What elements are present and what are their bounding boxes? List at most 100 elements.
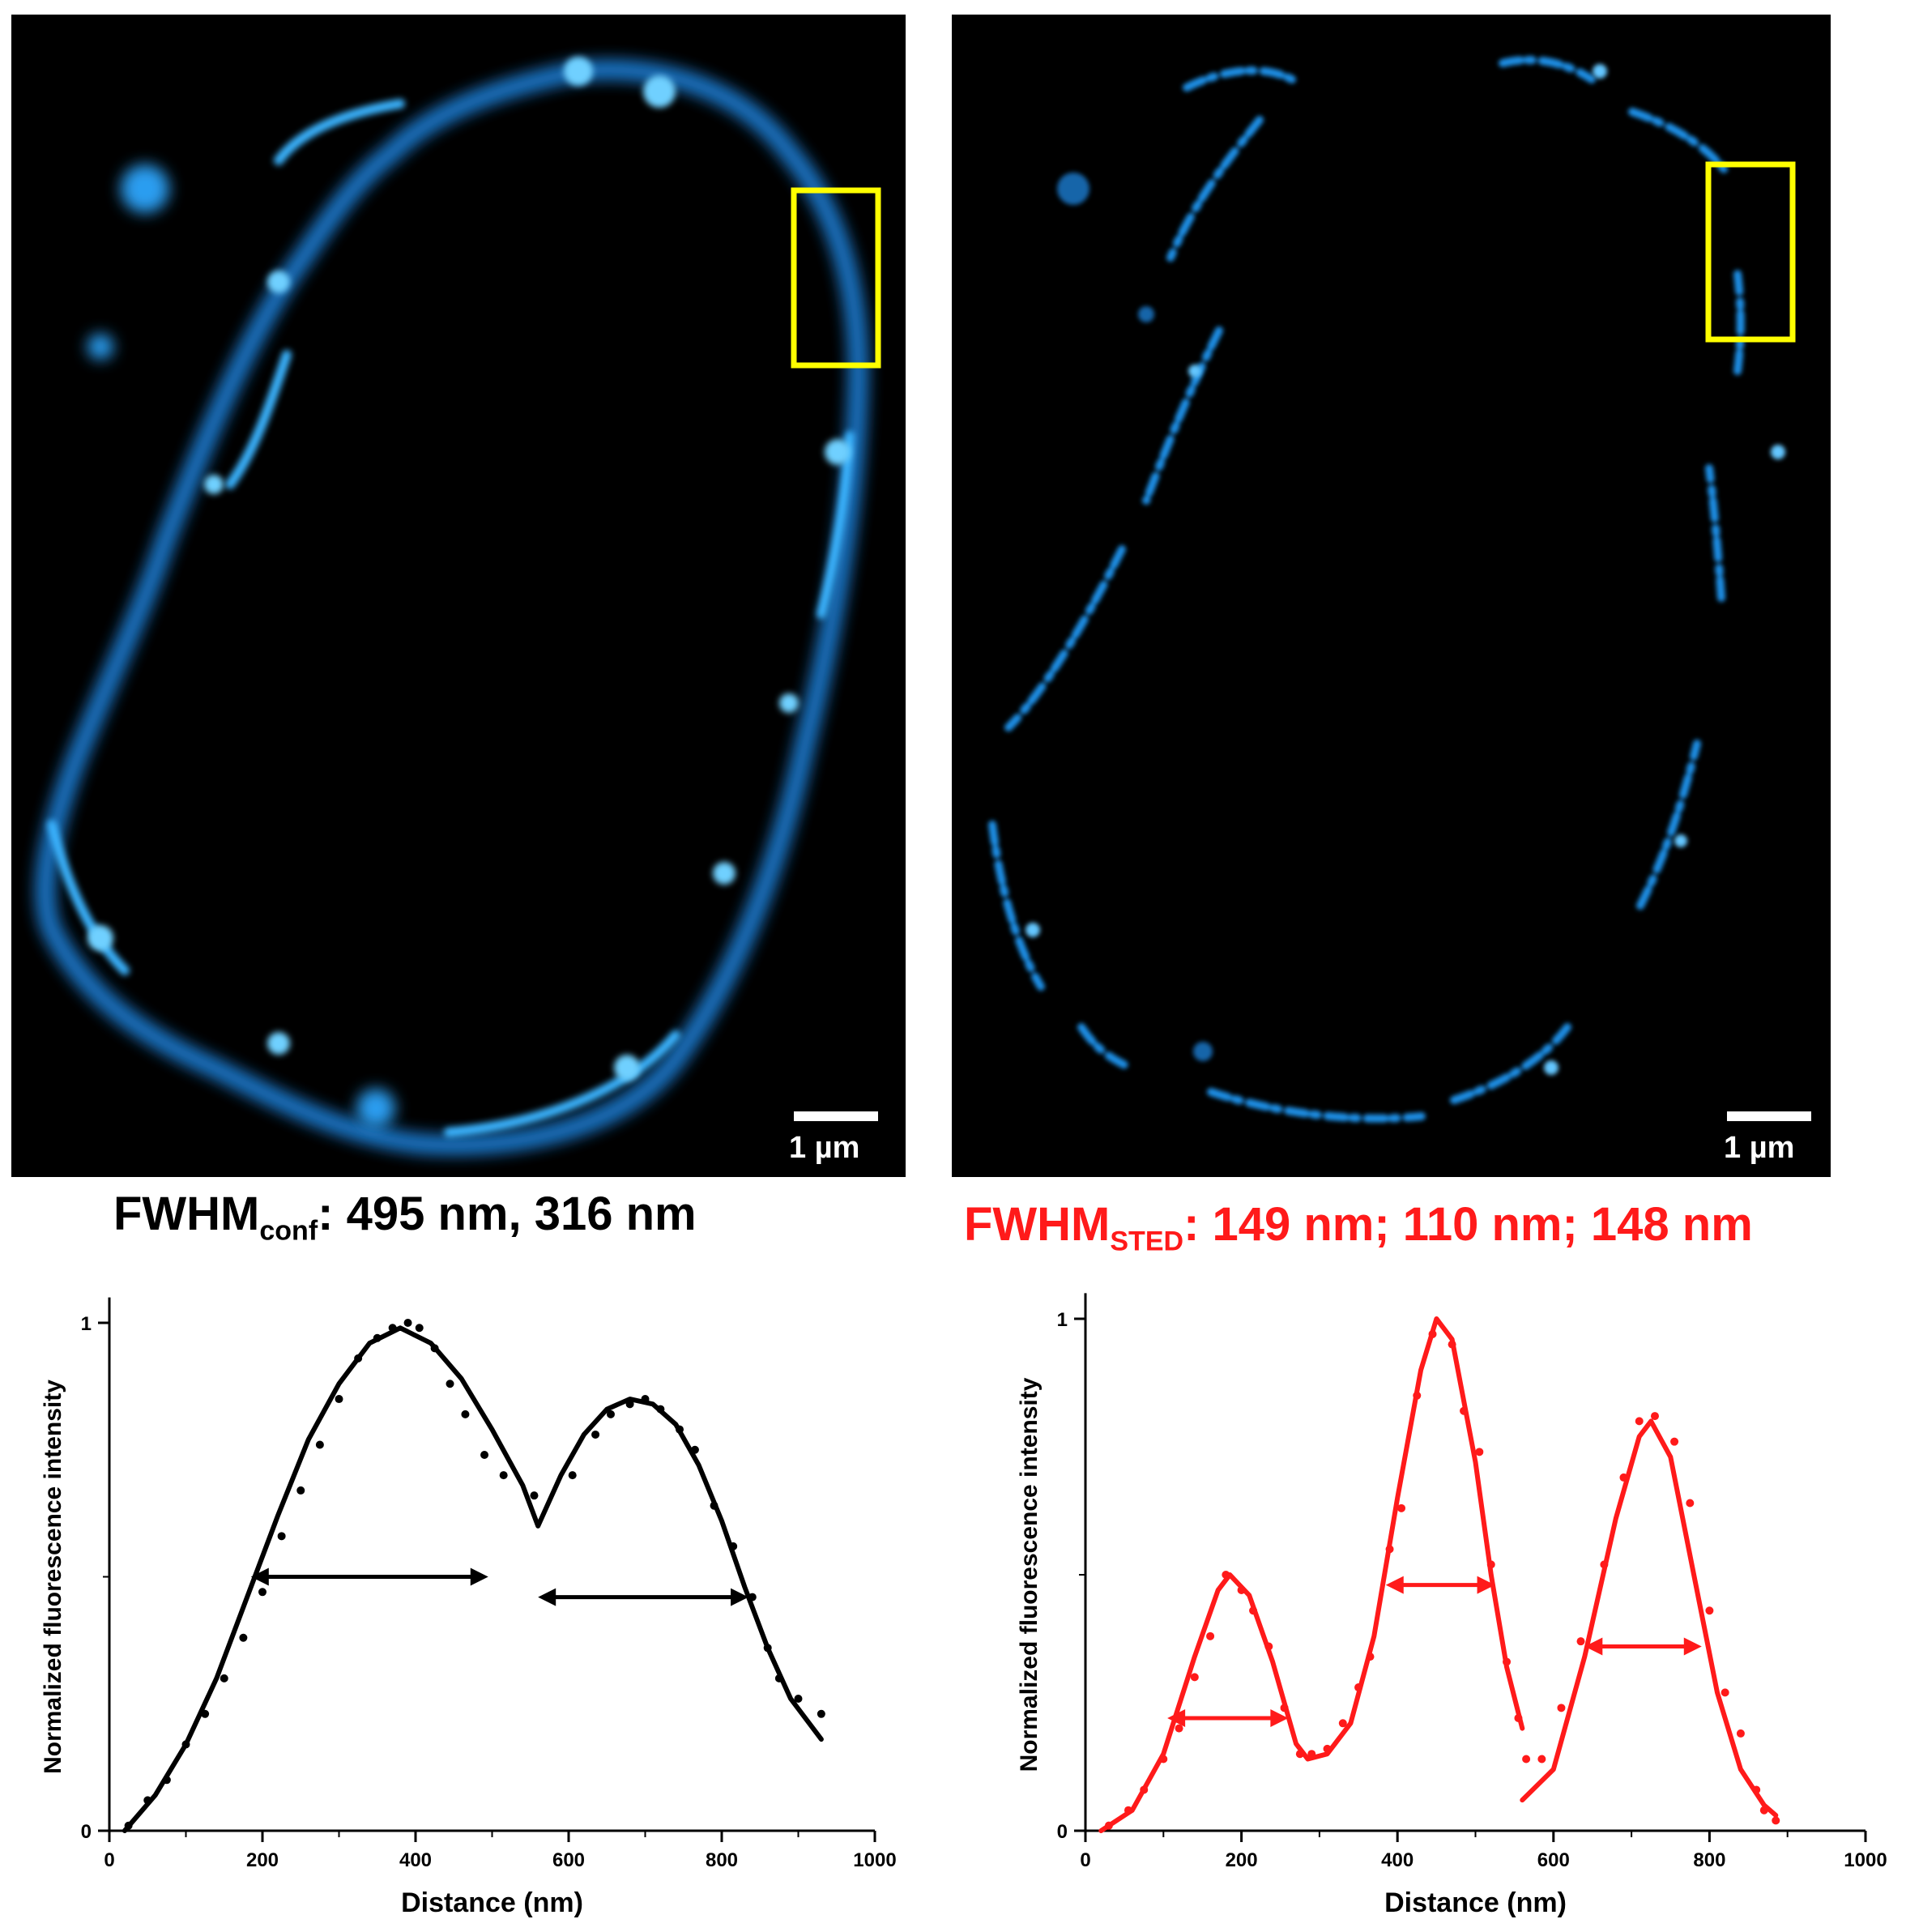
- y-tick-label: 1: [81, 1313, 92, 1335]
- data-point: [373, 1333, 382, 1342]
- fit-curve: [1520, 1418, 1779, 1818]
- scale-label: 1 µm: [1724, 1131, 1795, 1165]
- x-tick-label: 200: [1226, 1849, 1258, 1871]
- data-point: [1537, 1755, 1546, 1764]
- data-point: [1460, 1406, 1469, 1415]
- fwhm-arrow-head-left: [1167, 1708, 1186, 1727]
- data-point: [430, 1344, 439, 1353]
- data-point: [1159, 1755, 1168, 1764]
- confocal-image-art: [34, 57, 881, 1156]
- data-point: [1323, 1744, 1332, 1753]
- data-point: [1486, 1560, 1495, 1569]
- data-point: [1385, 1545, 1394, 1554]
- fwhm-arrow: [1385, 1576, 1495, 1594]
- fwhm-arrow-head-right: [731, 1588, 749, 1606]
- data-point: [296, 1486, 305, 1495]
- data-point: [656, 1405, 665, 1414]
- data-point: [335, 1395, 343, 1404]
- data-point: [1249, 1606, 1258, 1615]
- data-point: [480, 1451, 489, 1460]
- data-point: [1140, 1785, 1149, 1794]
- data-point: [1475, 1448, 1484, 1456]
- data-point: [181, 1740, 190, 1749]
- x-tick-label: 800: [706, 1849, 738, 1871]
- data-point: [1635, 1417, 1644, 1426]
- data-point: [1428, 1329, 1437, 1338]
- fwhm-arrow-head-right: [1683, 1637, 1702, 1656]
- fwhm-prefix: FWHM: [113, 1188, 260, 1240]
- x-axis-label: Distance (nm): [1384, 1887, 1567, 1918]
- x-tick-label: 1000: [1844, 1849, 1887, 1871]
- data-point: [277, 1532, 286, 1541]
- data-point: [748, 1593, 757, 1601]
- y-axis-label: Normalized fluorescence intensity: [1016, 1377, 1043, 1772]
- data-point: [625, 1400, 634, 1409]
- data-point: [1264, 1642, 1273, 1651]
- data-point: [763, 1644, 772, 1653]
- fwhm-arrow: [1584, 1637, 1702, 1656]
- data-point: [1772, 1816, 1780, 1825]
- x-tick-label: 200: [246, 1849, 279, 1871]
- data-point: [1557, 1704, 1566, 1712]
- data-point: [1237, 1585, 1246, 1594]
- data-point: [676, 1425, 684, 1434]
- data-point: [530, 1491, 539, 1500]
- data-point: [499, 1471, 508, 1480]
- fwhm-arrow-head-left: [538, 1588, 556, 1606]
- y-tick-label: 0: [1057, 1821, 1068, 1843]
- data-point: [1397, 1503, 1406, 1512]
- data-point: [794, 1694, 803, 1703]
- data-point: [1295, 1750, 1304, 1759]
- data-point: [1736, 1729, 1745, 1738]
- data-point: [774, 1674, 783, 1683]
- data-point: [1705, 1606, 1714, 1615]
- data-point: [315, 1440, 324, 1449]
- x-tick-label: 0: [1080, 1849, 1090, 1871]
- data-point: [606, 1410, 615, 1418]
- confocal-image: 1 µm: [11, 15, 906, 1177]
- data-point: [1206, 1631, 1215, 1640]
- scale-bar: [1727, 1111, 1811, 1121]
- fwhm-values: : 149 nm; 110 nm; 148 nm: [1183, 1198, 1753, 1251]
- fwhm-arrow-head-right: [470, 1567, 488, 1586]
- data-point: [162, 1776, 171, 1785]
- data-point: [1190, 1673, 1199, 1682]
- data-point: [1721, 1688, 1729, 1697]
- data-point: [1503, 1657, 1512, 1666]
- x-tick-label: 1000: [853, 1849, 896, 1871]
- fwhm-arrow-head-left: [250, 1567, 269, 1586]
- data-point: [1338, 1719, 1347, 1728]
- data-point: [1522, 1755, 1531, 1764]
- data-point: [415, 1324, 424, 1333]
- sted-image-art: [988, 56, 1796, 1123]
- y-axis-label: Normalized fluorescence intensity: [40, 1380, 66, 1774]
- fwhm-sted-label: FWHMSTED: 149 nm; 110 nm; 148 nm: [964, 1197, 1753, 1258]
- data-point: [1759, 1806, 1768, 1815]
- data-point: [568, 1471, 577, 1480]
- fwhm-arrow-head-left: [1385, 1576, 1404, 1594]
- data-point: [446, 1380, 454, 1388]
- data-point: [641, 1395, 650, 1404]
- data-point: [201, 1709, 210, 1718]
- sted-image: 1 µm: [952, 15, 1831, 1177]
- data-point: [710, 1501, 718, 1510]
- data-point: [729, 1542, 738, 1550]
- fwhm-subscript: STED: [1110, 1226, 1184, 1257]
- data-point: [1366, 1653, 1375, 1661]
- x-tick-label: 0: [104, 1849, 114, 1871]
- scale-label: 1 µm: [789, 1131, 860, 1165]
- data-point: [1576, 1637, 1585, 1646]
- x-tick-label: 400: [1381, 1849, 1414, 1871]
- x-axis-label: Distance (nm): [401, 1887, 583, 1918]
- data-point: [143, 1796, 152, 1805]
- fwhm-subscript: conf: [259, 1215, 318, 1247]
- data-point: [1686, 1499, 1695, 1508]
- fwhm-arrow: [1167, 1708, 1289, 1727]
- fwhm-arrow-head-left: [1584, 1637, 1603, 1656]
- x-tick-label: 800: [1693, 1849, 1725, 1871]
- data-point: [690, 1445, 699, 1454]
- data-point: [220, 1674, 228, 1683]
- data-point: [239, 1633, 248, 1642]
- sted-profile-chart: 0 200 400 600 800 1000 0 1 Distance (nm) Normaliz…: [1016, 1293, 1887, 1918]
- fwhm-values: : 495 nm, 316 nm: [318, 1188, 697, 1240]
